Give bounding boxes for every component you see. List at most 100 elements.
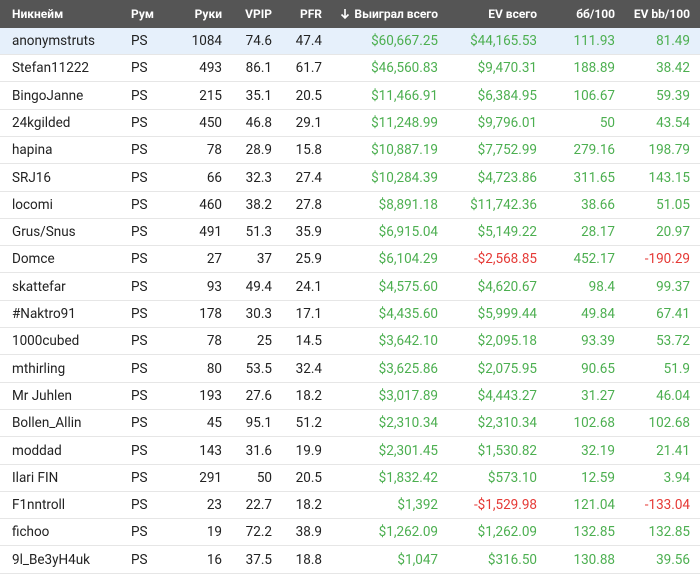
cell: $10,284.39: [371, 169, 438, 186]
cell: 66: [206, 169, 222, 186]
cell: $11,248.99: [371, 114, 438, 131]
cell: 86.1: [245, 60, 272, 77]
cell: 106.67: [573, 87, 616, 104]
cell: SRJ16: [12, 169, 51, 186]
cell: 291: [199, 469, 222, 486]
cell: hapina: [12, 142, 53, 159]
cell: EV bb/100: [633, 7, 690, 21]
cell: 12.59: [581, 469, 615, 486]
table-row[interactable]: 24kgilded PS 450 46.8 29.1 $11,248.99 $9,796.0…: [0, 110, 700, 137]
table-row[interactable]: hapina PS 78 28.9 15.8 $10,887.19 $7,752.99 279…: [0, 137, 700, 165]
cell: 188.89: [573, 60, 616, 77]
cell: 143: [199, 442, 222, 459]
cell: 9l_Be3yH4uk: [12, 551, 91, 568]
cell: $2,095.18: [477, 333, 537, 350]
table-row[interactable]: Grus/Snus PS 491 51.3 35.9 $6,915.04 $5,149.22…: [0, 219, 700, 247]
cell: Руки: [194, 7, 222, 21]
table-row[interactable]: mthirling PS 80 53.5 32.4 $3,625.86 $2,075.95 9…: [0, 356, 700, 383]
table-row[interactable]: F1nntroll PS 23 22.7 18.2 $1,392 -$1,529.98 121…: [0, 492, 700, 520]
cell: Выиграл всего: [354, 7, 438, 21]
cell: 67.41: [656, 306, 690, 322]
cell: PS: [131, 114, 148, 131]
cell: $5,999.44: [477, 306, 537, 322]
table-row[interactable]: 1000cubed PS 78 25 14.5 $3,642.10 $2,095.18 93.…: [0, 328, 700, 356]
cell: 32.19: [581, 442, 615, 459]
cell: $4,723.86: [477, 169, 537, 186]
cell: EV всего: [488, 7, 537, 21]
cell: anonymstruts: [12, 33, 95, 49]
cell: 31.6: [245, 442, 272, 459]
cell: 460: [199, 196, 222, 213]
cell: 16: [206, 551, 222, 568]
cell: 20.5: [295, 469, 322, 486]
table-row[interactable]: anonymstruts PS 1084 74.6 47.4 $60,667.25 $44,…: [0, 28, 700, 55]
cell: 20.97: [656, 224, 690, 241]
cell: 102.68: [648, 415, 691, 432]
cell: 38.66: [581, 196, 615, 213]
cell: 38.2: [245, 196, 272, 213]
cell: moddad: [12, 442, 62, 459]
table-row[interactable]: BingoJanne PS 215 35.1 20.5 $11,466.91 $6,384.…: [0, 83, 700, 110]
cell: 90.65: [581, 360, 615, 377]
cell: 452.17: [573, 251, 616, 268]
table-row[interactable]: #Naktro91 PS 178 30.3 17.1 $4,435.60 $5,999.44…: [0, 301, 700, 328]
cell: 28.17: [581, 224, 615, 241]
table-row[interactable]: skattefar PS 93 49.4 24.1 $4,575.60 $4,620.67 9…: [0, 274, 700, 301]
table-row[interactable]: Ilari FIN PS 291 50 20.5 $1,832.42 $573.10 12.5…: [0, 465, 700, 492]
cell: 1000cubed: [12, 333, 80, 350]
cell: 80: [206, 360, 222, 377]
table-row[interactable]: fichoo PS 19 72.2 38.9 $1,262.09 $1,262.09 132.…: [0, 519, 700, 547]
cell: 31.27: [581, 387, 615, 404]
table-row[interactable]: moddad PS 143 31.6 19.9 $2,301.45 $1,530.82 32.…: [0, 438, 700, 465]
cell: $2,310.34: [477, 415, 537, 432]
cell: 51.2: [295, 415, 322, 432]
cell: 50: [599, 114, 615, 131]
cell: 78: [206, 142, 222, 159]
cell: 193: [199, 387, 222, 404]
cell: PS: [131, 524, 148, 541]
cell: locomi: [12, 196, 53, 213]
table-header: Никнейм Рум Руки VPIP PFR Выиграл всего EV все…: [0, 0, 700, 28]
cell: 198.79: [648, 142, 691, 159]
cell: PS: [131, 142, 148, 159]
cell: F1nntroll: [12, 497, 66, 514]
cell: 81.49: [656, 33, 690, 49]
cell: 22.7: [245, 497, 272, 514]
cell: 35.1: [245, 87, 272, 104]
table-row[interactable]: Stefan11222 PS 493 86.1 61.7 $46,560.83 $9,470…: [0, 55, 700, 83]
cell: $8,891.18: [378, 196, 438, 213]
table-row[interactable]: SRJ16 PS 66 32.3 27.4 $10,284.39 $4,723.86 311.…: [0, 165, 700, 192]
cell: 450: [199, 114, 222, 131]
table-row[interactable]: Mr Juhlen PS 193 27.6 18.2 $3,017.89 $4,443.27…: [0, 383, 700, 410]
cell: $5,149.22: [477, 224, 537, 241]
cell: 27.6: [245, 387, 272, 404]
cell: 279.16: [573, 142, 616, 159]
cell: $2,310.34: [378, 415, 438, 432]
table-row[interactable]: Bollen_Allin PS 45 95.1 51.2 $2,310.34 $2,310.…: [0, 410, 700, 438]
cell: 59.39: [656, 87, 690, 104]
cell: PS: [131, 33, 148, 49]
table-row[interactable]: 9l_Be3yH4uk PS 16 37.5 18.8 $1,047 $316.50 130.…: [0, 547, 700, 574]
cell: $44,165.53: [470, 33, 537, 49]
cell: $7,752.99: [477, 142, 537, 159]
cell: 72.2: [245, 524, 272, 541]
cell: PS: [131, 469, 148, 486]
cell: -190.29: [644, 251, 690, 268]
cell: 35.9: [295, 224, 322, 241]
table-row[interactable]: locomi PS 460 38.2 27.8 $8,891.18 $11,742.36 38…: [0, 192, 700, 219]
table-row[interactable]: Domce PS 27 37 25.9 $6,104.29 -$2,568.85 452.17…: [0, 246, 700, 274]
cell: $6,915.04: [378, 224, 438, 241]
cell: Никнейм: [12, 7, 64, 21]
cell: 25: [256, 333, 272, 350]
cell: 74.6: [245, 33, 272, 49]
sort-arrow: [340, 9, 350, 20]
cell: 78: [206, 333, 222, 350]
cell: PS: [131, 306, 148, 322]
cell: $2,075.95: [477, 360, 537, 377]
cell: $3,642.10: [378, 333, 438, 350]
cell: $60,667.25: [371, 33, 438, 49]
cell: 178: [199, 306, 222, 322]
cell: $1,262.09: [378, 524, 438, 541]
cell: 39.56: [656, 551, 690, 568]
cell: Grus/Snus: [12, 224, 76, 241]
